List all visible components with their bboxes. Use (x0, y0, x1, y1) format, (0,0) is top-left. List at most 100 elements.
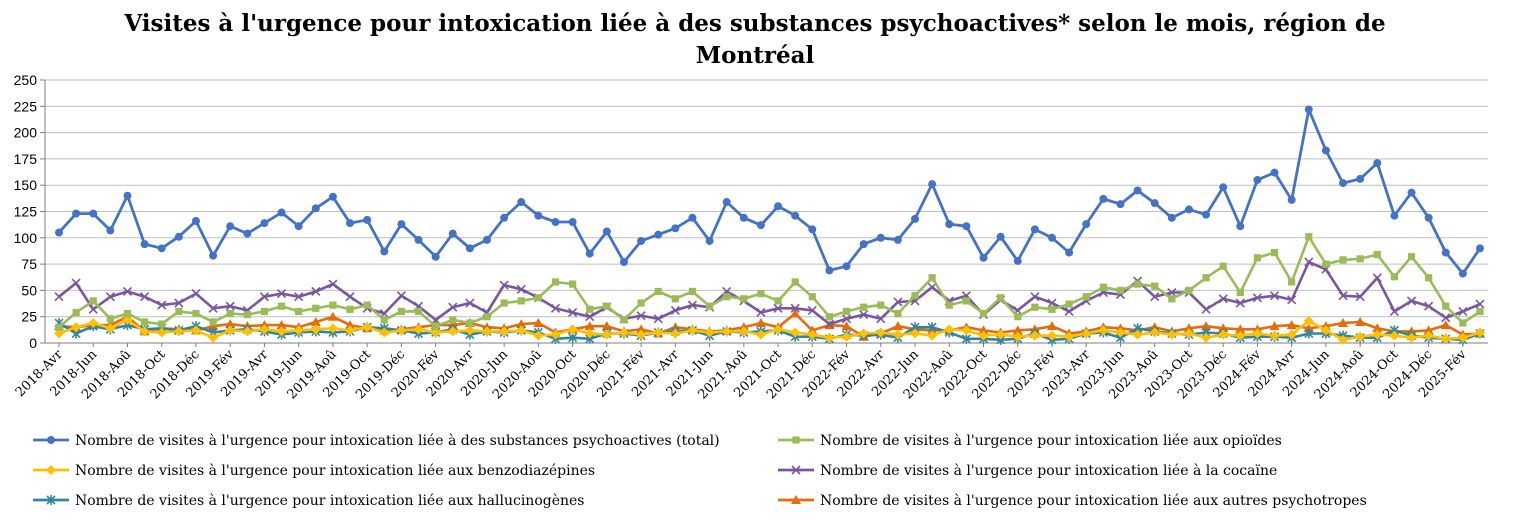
data-point (755, 318, 766, 328)
data-point (1457, 332, 1468, 343)
data-point (277, 208, 286, 217)
series-line (57, 108, 1482, 276)
data-point (397, 220, 406, 229)
data-point (1047, 233, 1056, 242)
data-point (928, 274, 936, 282)
data-point (637, 236, 646, 245)
data-point (208, 332, 219, 343)
data-point (1065, 300, 1073, 308)
legend-marker (46, 495, 56, 505)
data-point (1013, 256, 1022, 265)
data-point (1219, 262, 1227, 270)
data-point (1475, 327, 1485, 338)
data-point (448, 302, 458, 312)
data-point (226, 222, 235, 231)
data-point (618, 327, 629, 338)
data-point (550, 303, 561, 313)
data-point (961, 333, 971, 344)
data-point (550, 329, 561, 340)
data-point (260, 307, 269, 316)
data-point (653, 314, 663, 324)
data-point (945, 301, 953, 309)
data-point (654, 230, 663, 239)
data-point (996, 232, 1005, 241)
data-point (88, 318, 99, 329)
data-point (173, 326, 184, 337)
data-point (259, 324, 270, 335)
data-point (174, 298, 184, 308)
data-point (551, 218, 560, 227)
data-point (294, 292, 304, 302)
data-point (1218, 294, 1228, 304)
data-point (517, 198, 526, 207)
data-point (688, 213, 697, 222)
data-point (259, 292, 270, 302)
data-point (209, 318, 217, 326)
legend-label: Nombre de visites à l'urgence pour intox… (75, 462, 595, 479)
data-point (346, 219, 355, 228)
data-point (1236, 288, 1244, 297)
data-point (1047, 298, 1057, 308)
data-point (1390, 211, 1399, 220)
data-point (688, 287, 697, 296)
data-point (1098, 325, 1109, 336)
legend-label: Nombre de visites à l'urgence pour intox… (820, 492, 1367, 509)
data-point (893, 297, 903, 307)
data-point (653, 327, 664, 338)
data-point (1116, 286, 1125, 294)
data-point (1458, 269, 1467, 278)
data-point (740, 295, 748, 303)
data-point (911, 214, 920, 223)
data-point (1167, 213, 1176, 222)
legend-label: Nombre de visites à l'urgence pour intox… (820, 462, 1277, 479)
data-point (911, 292, 919, 300)
data-point (808, 225, 817, 234)
data-point (363, 301, 371, 309)
data-point (1407, 188, 1416, 197)
data-point (88, 304, 98, 314)
data-point (363, 215, 372, 224)
data-point (1339, 179, 1348, 188)
data-point (54, 328, 64, 339)
data-point (499, 326, 510, 337)
data-point (1305, 233, 1313, 241)
data-point (892, 321, 903, 331)
data-point (122, 286, 133, 297)
data-point (1338, 334, 1349, 345)
data-point (1151, 282, 1159, 290)
data-point (158, 320, 166, 328)
data-point (1286, 329, 1297, 340)
data-point (517, 297, 525, 305)
data-point (584, 328, 595, 339)
data-point (1183, 328, 1194, 339)
data-point (995, 329, 1006, 340)
data-point (1014, 313, 1022, 321)
data-point (1287, 295, 1297, 305)
data-point (1441, 248, 1450, 257)
data-point (1390, 273, 1398, 281)
data-point (601, 329, 612, 340)
data-point (670, 305, 680, 315)
data-point (944, 324, 955, 335)
data-point (1355, 316, 1366, 326)
data-point (482, 326, 493, 337)
data-point (225, 325, 236, 336)
data-point (483, 313, 491, 321)
data-point (586, 305, 594, 313)
data-point (927, 330, 938, 341)
data-point (877, 301, 885, 309)
data-point (791, 278, 799, 286)
data-point (875, 327, 886, 338)
data-point (945, 220, 954, 229)
data-point (123, 191, 132, 200)
data-point (1424, 301, 1434, 311)
data-point (276, 326, 287, 337)
y-tick-label: 150 (14, 177, 38, 193)
series-line (58, 260, 1481, 326)
data-point (139, 326, 150, 337)
data-point (619, 257, 628, 266)
data-point (636, 329, 647, 340)
data-point (551, 278, 560, 286)
data-point (1064, 331, 1075, 342)
data-point (1355, 292, 1365, 302)
